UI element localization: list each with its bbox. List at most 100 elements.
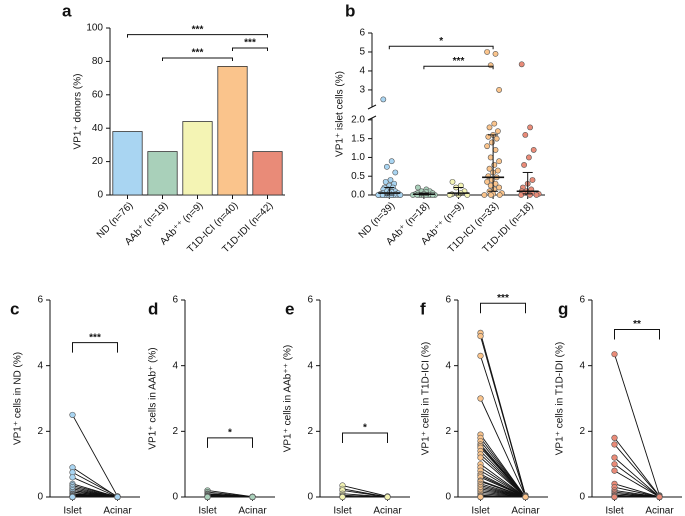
- y-tick-label: 5: [359, 47, 365, 58]
- dot: [69, 474, 76, 481]
- y-tick-label: 0: [172, 492, 178, 503]
- dot: [484, 49, 490, 55]
- y-tick-label: 4: [172, 360, 178, 371]
- y-tick-label: 4: [37, 360, 43, 371]
- y-axis-label: VP1⁺ cells in AAb⁺ (%): [148, 347, 159, 449]
- x-tick-label: Acinar: [373, 506, 402, 516]
- significance-label: ***: [192, 48, 204, 59]
- pair-line: [72, 471, 118, 497]
- dot: [492, 147, 499, 153]
- dot: [529, 177, 536, 183]
- significance-label: ***: [497, 293, 509, 304]
- panel-letter: f: [420, 299, 426, 318]
- dot: [491, 120, 498, 127]
- y-tick-label: 6: [445, 295, 451, 306]
- dot: [496, 87, 502, 93]
- x-tick-label: Islet: [333, 506, 352, 516]
- dot: [384, 493, 391, 501]
- dot: [611, 434, 618, 442]
- dot: [383, 163, 390, 170]
- dot: [339, 493, 346, 501]
- dot: [522, 132, 529, 138]
- significance-label: **: [633, 319, 641, 330]
- axis-break: [367, 104, 377, 110]
- dot: [611, 441, 618, 448]
- x-tick-label: Islet: [63, 506, 82, 516]
- dot: [522, 493, 529, 501]
- pair-line: [614, 463, 660, 498]
- dot: [481, 192, 488, 198]
- dot: [533, 192, 540, 198]
- y-tick-label: 6: [579, 295, 585, 306]
- y-tick-label: 4: [359, 66, 365, 77]
- significance-bracket: [72, 342, 118, 353]
- dot: [518, 61, 525, 68]
- y-tick-label: 0: [37, 492, 43, 503]
- y-tick-label: 6: [307, 295, 313, 306]
- y-axis-label: VP1⁺ cells in ND (%): [13, 352, 24, 445]
- dot: [382, 178, 389, 185]
- x-tick-label: Islet: [471, 506, 490, 516]
- pair-line: [614, 354, 660, 496]
- bar: [217, 66, 248, 196]
- pair-line: [72, 476, 118, 498]
- dot: [611, 461, 618, 468]
- pair-line: [480, 467, 526, 498]
- pair-line: [480, 476, 526, 498]
- y-tick-label: 1.0: [351, 152, 365, 163]
- y-tick-label: 4: [307, 360, 313, 371]
- significance-bracket: [342, 432, 388, 443]
- pair-line: [614, 483, 660, 498]
- significance-bracket: [127, 34, 268, 38]
- axis-break: [367, 115, 377, 121]
- y-tick-label: 2: [37, 426, 43, 437]
- panel-letter: c: [10, 299, 19, 318]
- dot: [494, 167, 501, 174]
- bar: [252, 151, 283, 196]
- y-tick-label: 100: [86, 23, 103, 34]
- y-tick-label: 0.5: [351, 171, 365, 182]
- significance-label: ***: [244, 38, 256, 49]
- dot: [521, 162, 527, 168]
- dot: [204, 493, 211, 501]
- significance-bracket: [614, 329, 660, 340]
- dot: [114, 493, 121, 501]
- dot: [485, 133, 492, 140]
- pair-line: [72, 414, 118, 497]
- dot: [518, 192, 524, 198]
- panel-letter: e: [285, 299, 294, 318]
- y-tick-label: 6: [359, 28, 365, 39]
- significance-bracket: [480, 302, 526, 314]
- x-tick-label: Acinar: [511, 506, 540, 516]
- y-tick-label: 4: [579, 360, 585, 371]
- dot: [496, 158, 502, 165]
- significance-label: ***: [453, 56, 465, 67]
- pair-line: [207, 489, 253, 498]
- y-tick-label: 2.0: [351, 115, 365, 126]
- dot: [69, 493, 76, 501]
- y-tick-label: 60: [92, 89, 104, 100]
- dot: [487, 192, 494, 198]
- x-tick-label: Islet: [198, 506, 217, 516]
- dot: [414, 184, 421, 191]
- dot: [380, 96, 387, 103]
- dot: [611, 351, 618, 358]
- y-tick-label: 3: [359, 85, 365, 96]
- dot: [494, 128, 501, 135]
- dot: [392, 169, 399, 176]
- dot: [488, 139, 495, 146]
- y-tick-label: 2: [307, 426, 313, 437]
- panel-letter: d: [148, 299, 158, 318]
- y-axis-label: VP1⁺ donors (%): [73, 74, 84, 150]
- significance-label: ***: [89, 332, 101, 343]
- significance-label: *: [363, 423, 367, 434]
- dot: [477, 493, 484, 501]
- y-tick-label: 1.5: [351, 133, 365, 144]
- dot: [449, 178, 456, 185]
- dot: [611, 493, 618, 501]
- pair-line: [480, 463, 526, 498]
- y-tick-label: 80: [92, 56, 104, 67]
- dot: [526, 154, 532, 161]
- pair-line: [614, 486, 660, 498]
